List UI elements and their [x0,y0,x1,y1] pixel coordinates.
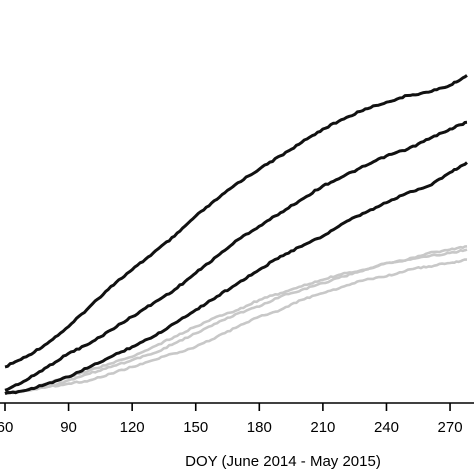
x-tick-label-120: 120 [120,419,145,436]
series-layer [4,74,468,396]
dark-series-line-3 [4,161,468,395]
light-series-line-5 [4,248,468,396]
x-axis-ticks: 60 90 120 150 180 210 240 270 [0,403,463,436]
x-tick-label-180: 180 [247,419,272,436]
x-tick-label-270: 270 [438,419,463,436]
x-tick-label-60: 60 [0,419,13,436]
x-axis-title: DOY (June 2014 - May 2015) [185,453,381,470]
dark-series-line-2 [4,120,468,392]
dark-series-line-1 [4,74,468,369]
x-tick-label-90: 90 [60,419,77,436]
x-tick-label-150: 150 [183,419,208,436]
light-series-line-6 [4,258,468,395]
x-tick-label-240: 240 [374,419,399,436]
x-tick-label-210: 210 [310,419,335,436]
